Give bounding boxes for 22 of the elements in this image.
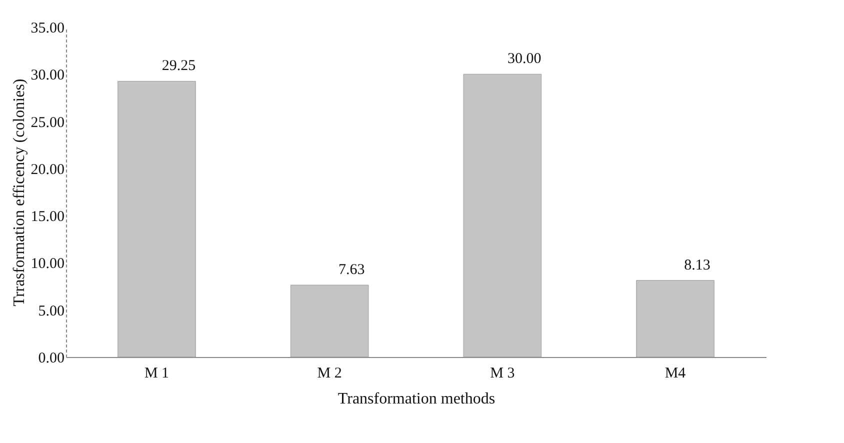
y-tick-label: 10.00 — [30, 256, 64, 272]
y-tick-label: 30.00 — [30, 68, 64, 84]
data-label: 30.00 — [508, 51, 542, 68]
y-tick-label: 20.00 — [30, 162, 64, 178]
x-tick-label: M4 — [664, 366, 686, 382]
y-tick-label: 0.00 — [38, 350, 64, 366]
x-tick-label: M 2 — [317, 366, 342, 382]
y-tick-label: 25.00 — [30, 114, 64, 131]
data-label: 8.13 — [684, 257, 710, 274]
x-tick-label: M 1 — [144, 366, 170, 382]
data-label: 29.25 — [162, 58, 196, 74]
bar — [118, 80, 196, 358]
bar — [463, 74, 542, 358]
y-tick-label: 35.00 — [30, 20, 64, 36]
y-tick-label: 5.00 — [38, 303, 64, 320]
x-tick-label: M 3 — [490, 366, 515, 382]
x-axis-title: Transformation methods — [338, 390, 496, 408]
y-axis-title: Trrasformation efficency (colonies) — [10, 78, 28, 306]
bar — [636, 280, 714, 358]
data-label: 7.63 — [338, 262, 365, 278]
y-tick-label: 15.00 — [30, 209, 64, 226]
bar — [290, 284, 369, 358]
